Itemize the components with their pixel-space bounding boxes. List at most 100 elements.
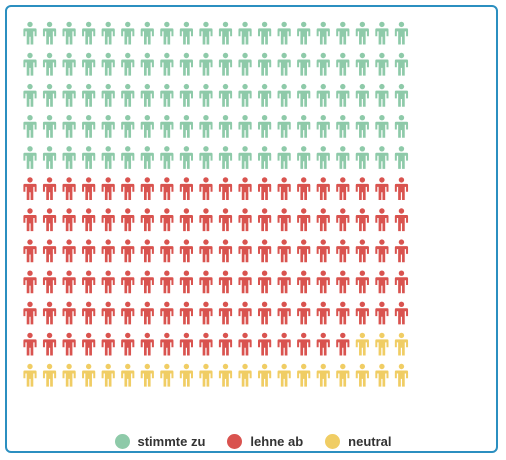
- person-icon-stimmte-zu: [277, 146, 291, 169]
- person-icon-stimmte-zu: [238, 83, 252, 107]
- person-icon-lehne-ab: [101, 270, 115, 294]
- person-icon-lehne-ab: [277, 301, 291, 325]
- person-icon-lehne-ab: [375, 239, 389, 263]
- person-icon-neutral: [316, 363, 330, 387]
- person-icon-lehne-ab: [394, 177, 409, 200]
- person-icon-lehne-ab: [23, 332, 37, 356]
- legend-dot-icon: [227, 433, 243, 449]
- person-icon-lehne-ab: [23, 301, 37, 325]
- person-icon-lehne-ab: [218, 301, 233, 325]
- person-icon-stimmte-zu: [199, 52, 213, 76]
- person-icon-stimmte-zu: [355, 146, 369, 169]
- legend-item-lehne-ab[interactable]: lehne ab: [227, 433, 303, 449]
- person-icon-neutral: [23, 363, 37, 387]
- person-icon-stimmte-zu: [121, 21, 135, 45]
- person-icon-stimmte-zu: [121, 52, 135, 76]
- person-icon-stimmte-zu: [394, 21, 409, 45]
- person-icon-stimmte-zu: [101, 52, 115, 76]
- person-icon-stimmte-zu: [336, 83, 350, 107]
- person-icon-lehne-ab: [140, 177, 154, 200]
- person-icon-lehne-ab: [218, 270, 233, 294]
- person-icon-lehne-ab: [140, 239, 154, 263]
- person-icon-lehne-ab: [23, 239, 37, 263]
- person-icon-lehne-ab: [258, 270, 272, 294]
- person-icon-stimmte-zu: [23, 52, 37, 76]
- person-icon-neutral: [394, 332, 409, 356]
- person-icon-lehne-ab: [42, 208, 57, 232]
- person-icon-lehne-ab: [238, 208, 252, 232]
- person-icon-stimmte-zu: [160, 52, 174, 76]
- person-icon-lehne-ab: [277, 332, 291, 356]
- person-icon-lehne-ab: [121, 239, 135, 263]
- person-icon-neutral: [121, 363, 135, 387]
- person-icon-stimmte-zu: [101, 146, 115, 169]
- person-icon-stimmte-zu: [375, 115, 389, 138]
- person-icon-lehne-ab: [336, 177, 350, 200]
- person-icon-stimmte-zu: [23, 83, 37, 107]
- person-icon-stimmte-zu: [160, 115, 174, 138]
- person-icon-stimmte-zu: [336, 115, 350, 138]
- person-icon-lehne-ab: [297, 239, 311, 263]
- person-icon-stimmte-zu: [199, 115, 213, 138]
- person-icon-lehne-ab: [23, 270, 37, 294]
- person-icon-lehne-ab: [355, 177, 369, 200]
- person-icon-lehne-ab: [82, 270, 96, 294]
- person-icon-stimmte-zu: [258, 146, 272, 169]
- person-icon-neutral: [297, 363, 311, 387]
- person-icon-lehne-ab: [199, 208, 213, 232]
- person-icon-lehne-ab: [140, 301, 154, 325]
- person-icon-lehne-ab: [42, 177, 57, 200]
- person-icon-stimmte-zu: [297, 146, 311, 169]
- person-icon-neutral: [355, 363, 369, 387]
- person-icon-stimmte-zu: [199, 21, 213, 45]
- person-icon-lehne-ab: [160, 301, 174, 325]
- person-icon-neutral: [355, 332, 369, 356]
- person-icon-stimmte-zu: [218, 21, 233, 45]
- person-icon-stimmte-zu: [316, 115, 330, 138]
- legend: stimmte zu lehne ab neutral: [0, 431, 506, 451]
- person-icon-lehne-ab: [140, 208, 154, 232]
- person-icon-stimmte-zu: [375, 146, 389, 169]
- person-icon-lehne-ab: [42, 332, 57, 356]
- person-icon-neutral: [160, 363, 174, 387]
- person-icon-stimmte-zu: [375, 21, 389, 45]
- person-icon-stimmte-zu: [101, 21, 115, 45]
- person-icon-stimmte-zu: [179, 115, 193, 138]
- person-icon-stimmte-zu: [258, 21, 272, 45]
- person-icon-lehne-ab: [62, 270, 76, 294]
- person-icon-lehne-ab: [101, 239, 115, 263]
- person-icon-lehne-ab: [23, 208, 37, 232]
- legend-item-neutral[interactable]: neutral: [325, 433, 392, 449]
- person-icon-lehne-ab: [336, 301, 350, 325]
- person-icon-lehne-ab: [42, 301, 57, 325]
- person-icon-stimmte-zu: [101, 83, 115, 107]
- person-icon-neutral: [42, 363, 57, 387]
- person-icon-neutral: [101, 363, 115, 387]
- person-icon-stimmte-zu: [394, 115, 409, 138]
- person-icon-stimmte-zu: [82, 52, 96, 76]
- person-icon-neutral: [238, 363, 252, 387]
- person-icon-lehne-ab: [179, 208, 193, 232]
- person-icon-lehne-ab: [238, 270, 252, 294]
- person-icon-lehne-ab: [160, 332, 174, 356]
- person-icon-stimmte-zu: [277, 21, 291, 45]
- person-icon-stimmte-zu: [394, 83, 409, 107]
- legend-item-stimmte-zu[interactable]: stimmte zu: [114, 433, 205, 449]
- person-icon-lehne-ab: [277, 270, 291, 294]
- person-icon-lehne-ab: [355, 270, 369, 294]
- person-icon-lehne-ab: [277, 239, 291, 263]
- person-icon-stimmte-zu: [42, 115, 57, 138]
- person-icon-stimmte-zu: [121, 115, 135, 138]
- person-icon-lehne-ab: [82, 332, 96, 356]
- person-icon-stimmte-zu: [23, 115, 37, 138]
- person-icon-stimmte-zu: [140, 52, 154, 76]
- person-icon-lehne-ab: [42, 270, 57, 294]
- person-icon-lehne-ab: [375, 177, 389, 200]
- person-icon-stimmte-zu: [316, 52, 330, 76]
- person-icon-lehne-ab: [297, 301, 311, 325]
- person-icon-lehne-ab: [199, 301, 213, 325]
- person-icon-stimmte-zu: [121, 146, 135, 169]
- legend-label: neutral: [348, 433, 392, 449]
- person-icon-stimmte-zu: [179, 83, 193, 107]
- person-icon-neutral: [62, 363, 76, 387]
